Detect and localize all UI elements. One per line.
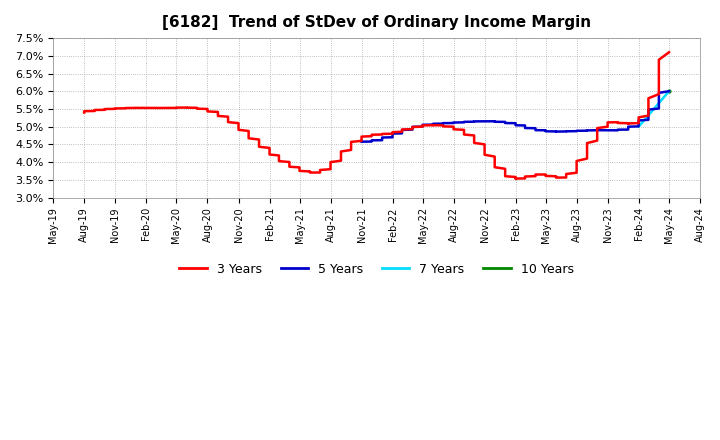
Legend: 3 Years, 5 Years, 7 Years, 10 Years: 3 Years, 5 Years, 7 Years, 10 Years [174,257,579,281]
Title: [6182]  Trend of StDev of Ordinary Income Margin: [6182] Trend of StDev of Ordinary Income… [162,15,591,30]
